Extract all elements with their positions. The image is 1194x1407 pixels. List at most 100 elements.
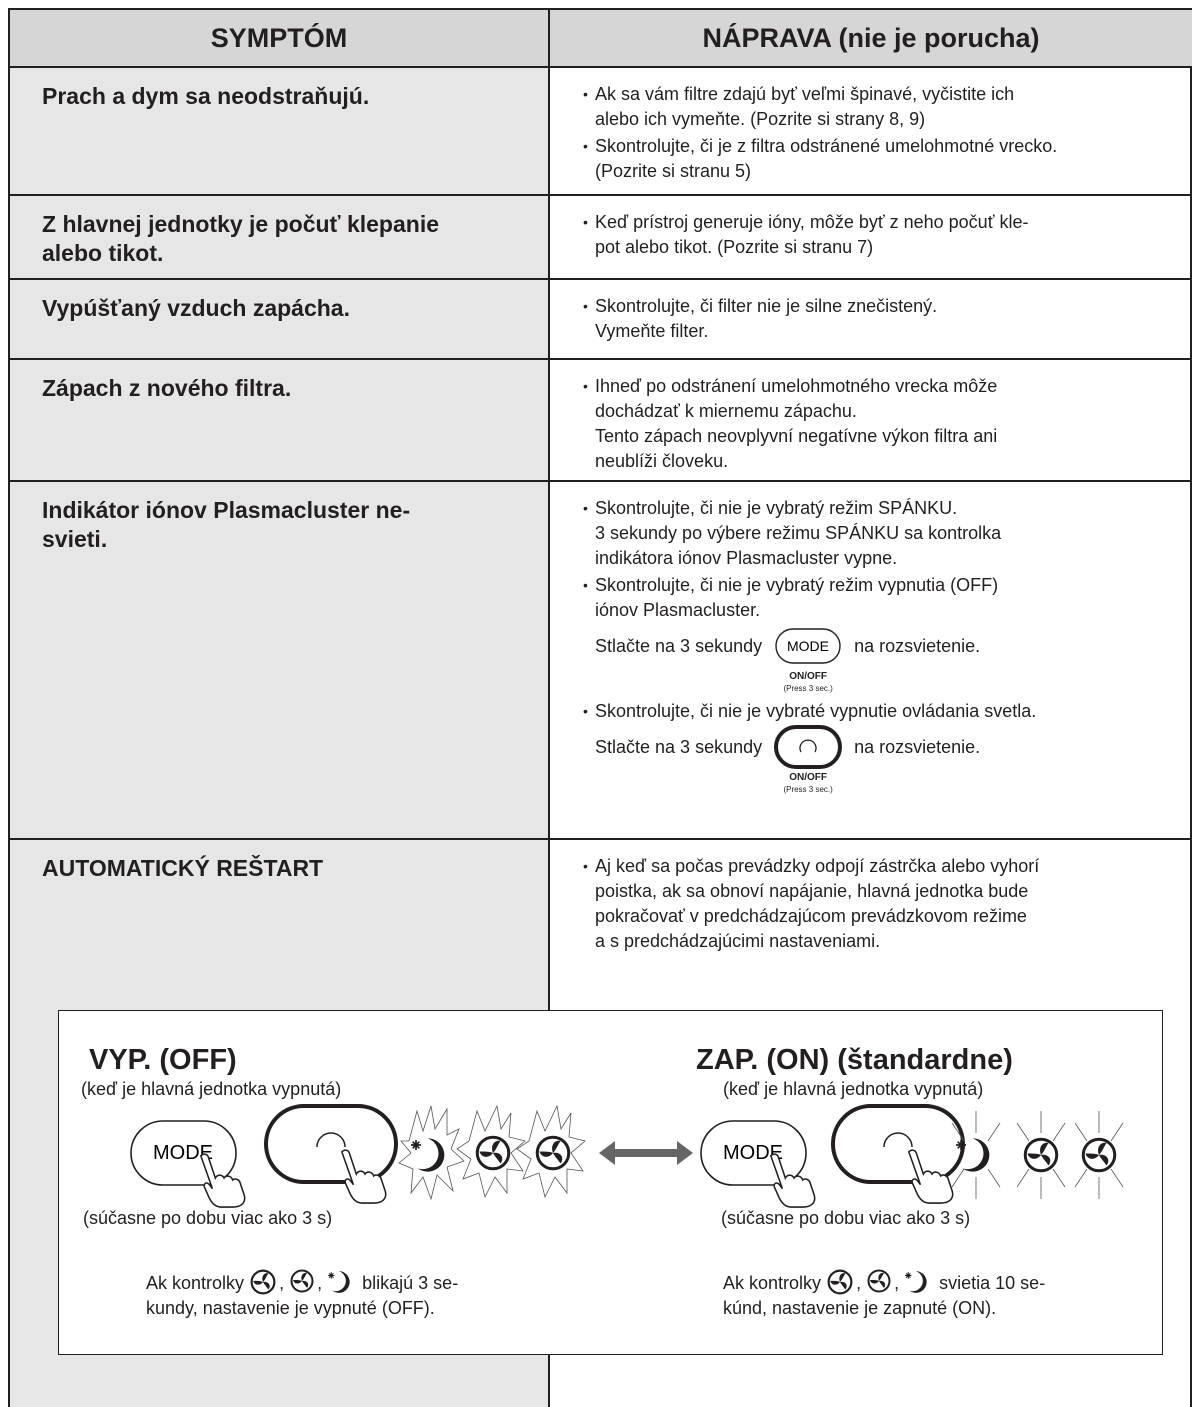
light-button (831, 1104, 965, 1184)
remedy-line: (Pozrite si stranu 5) (595, 161, 752, 181)
remedy-cell: Keď prístroj generuje ióny, môže byť z n… (550, 196, 1192, 280)
panel-caption: (súčasne po dobu viac ako 3 s) (721, 1208, 971, 1228)
button-note: (Press 3 sec.) (783, 785, 833, 794)
remedy-cell: Skontrolujte, či filter nie je silne zne… (550, 280, 1192, 360)
fan-icon (290, 1269, 314, 1293)
symptom-cell: Z hlavnej jednotky je počuť klepanie aleb… (10, 196, 550, 280)
on-buttons: MODE (700, 1104, 1124, 1208)
restart-panel: VYP. (OFF) (keď je hlavná jednotka vypnu… (58, 1010, 1163, 1355)
button-label: MODE (787, 638, 829, 654)
symptom-line: AUTOMATICKÝ REŠTART (42, 855, 324, 881)
panel-caption: (súčasne po dobu viac ako 3 s) (83, 1208, 333, 1228)
button-note: (Press 3 sec.) (783, 684, 833, 693)
text: Stlačte na 3 sekundy (595, 635, 763, 656)
text: Ak kontrolky (723, 1273, 822, 1293)
remedy-line: Vymeňte filter. (595, 321, 709, 341)
remedy-line: pot alebo tikot. (Pozrite si stranu 7) (595, 237, 874, 257)
arrow (599, 1141, 693, 1165)
panel-text-line: kúnd, nastavenie je zapnuté (ON). (723, 1298, 997, 1318)
panel-subtitle: (keď je hlavná jednotka vypnutá) (723, 1079, 984, 1099)
remedy-line: a s predchádzajúcimi nastaveniami. (595, 931, 881, 951)
remedy-item: Aj keď sa počas prevádzky odpojí zástrčk… (583, 854, 1182, 954)
separator: , (894, 1273, 900, 1293)
remedy-item: Skontrolujte, či nie je vybraté vypnutie… (583, 699, 1182, 794)
fan-icon (867, 1269, 891, 1293)
panel-title: VYP. (OFF) (89, 1044, 237, 1076)
remedy-line: Skontrolujte, či filter nie je silne zne… (595, 296, 938, 316)
remedy-cell: Aj keď sa počas prevádzky odpojí zástrčk… (550, 840, 1192, 1407)
remedy-item: Skontrolujte, či filter nie je silne zne… (583, 294, 1182, 344)
remedy-line: poistka, ak sa obnoví napájanie, hlavná … (595, 881, 1029, 901)
button-icon: ON/OFF (Press 3 sec.) (768, 724, 848, 794)
text: Ak kontrolky (146, 1273, 245, 1293)
moon-icon (905, 1270, 928, 1294)
button-icon: MODE ON/OFF (Press 3 sec.) (768, 623, 848, 693)
text: Stlačte na 3 sekundy (595, 736, 763, 757)
panel-text-line: Ak kontrolky , , blikajú 3 se- (146, 1269, 458, 1296)
moon-icon (328, 1270, 351, 1294)
remedy-line: iónov Plasmacluster. (595, 600, 761, 620)
panel-text: Ak kontrolky , , blikajú 3 se- kundy, na… (146, 1269, 458, 1321)
separator: , (856, 1273, 862, 1293)
text: na rozsvietenie. (854, 635, 981, 656)
light-button (774, 725, 843, 769)
remedy-cell: Skontrolujte, či nie je vybratý režim SP… (550, 482, 1192, 840)
remedy-line: alebo ich vymeňte. (Pozrite si strany 8,… (595, 109, 926, 129)
remedy-item: Skontrolujte, či nie je vybratý režim SP… (583, 496, 1182, 571)
remedy-line: Skontrolujte, či nie je vybraté vypnutie… (595, 701, 1037, 721)
separator: , (279, 1273, 285, 1293)
header-cell: SYMPTÓM (10, 10, 550, 68)
panel-subtitle: (keď je hlavná jednotka vypnutá) (81, 1079, 342, 1099)
remedy-line: Aj keď sa počas prevádzky odpojí zástrčk… (595, 856, 1040, 876)
separator: , (317, 1273, 323, 1293)
mode-button: MODE (775, 628, 841, 664)
button-caption: ON/OFF (789, 772, 827, 783)
button-caption: ON/OFF (789, 671, 827, 682)
remedy-item: Skontrolujte, či nie je vybratý režim vy… (583, 573, 1182, 693)
remedy-line: pokračovať v predchádzajúcom prevádzkovo… (595, 906, 1027, 926)
remedy-line: Skontrolujte, či je z filtra odstránené … (595, 136, 1058, 156)
remedy-cell: Ihneď po odstránení umelohmotného vrecka… (550, 360, 1192, 482)
header-cell: NÁPRAVA (nie je porucha) (550, 10, 1192, 68)
light-button (264, 1104, 398, 1184)
button-label: MODE (153, 1142, 213, 1164)
remedy-cell: Ak sa vám filtre zdajú byť veľmi špinavé… (550, 68, 1192, 196)
press-instruction: Stlačte na 3 sekundy ON/OFF (Press 3 sec.)… (595, 724, 1182, 794)
panel-text-line: kundy, nastavenie je vypnuté (OFF). (146, 1298, 435, 1318)
symptom-cell: Prach a dym sa neodstraňujú. (10, 68, 550, 196)
panel-text: Ak kontrolky , , svietia 10 se- kúnd, na… (723, 1269, 1045, 1321)
remedy-item: Skontrolujte, či je z filtra odstránené … (583, 134, 1182, 184)
symptom-cell: Vypúšťaný vzduch zapácha. (10, 280, 550, 360)
remedy-line: Keď prístroj generuje ióny, môže byť z n… (595, 212, 1029, 232)
remedy-line: Skontrolujte, či nie je vybratý režim SP… (595, 498, 958, 518)
remedy-line: Tento zápach neovplyvní negatívne výkon … (595, 426, 998, 446)
symptom-cell: Zápach z nového filtra. (10, 360, 550, 482)
text: na rozsvietenie. (854, 736, 981, 757)
symptom-cell: Indikátor iónov Plasmacluster ne-svieti. (10, 482, 550, 840)
symptom-line: Indikátor iónov Plasmacluster ne- (42, 497, 411, 523)
remedy-item: Ak sa vám filtre zdajú byť veľmi špinavé… (583, 82, 1182, 132)
table-frame (8, 8, 1192, 1407)
remedy-line: dochádzať k miernemu zápachu. (595, 401, 857, 421)
remedy-item: Ihneď po odstránení umelohmotného vrecka… (583, 374, 1182, 474)
remedy-line: Skontrolujte, či nie je vybratý režim vy… (595, 575, 999, 595)
text: svietia 10 se- (939, 1273, 1046, 1293)
remedy-line: neublíži človeku. (595, 451, 729, 471)
remedy-item: Keď prístroj generuje ióny, môže byť z n… (583, 210, 1182, 260)
symptom-line: Z hlavnej jednotky je počuť klepanie (42, 211, 440, 237)
fan-icon (250, 1269, 276, 1295)
panel-title: ZAP. (ON) (štandardne) (696, 1044, 1013, 1076)
press-instruction: Stlačte na 3 sekundy MODE ON/OFF (Press 3 s… (595, 623, 1182, 693)
symptom-line: Vypúšťaný vzduch zapácha. (42, 295, 350, 321)
off-buttons: MODE (130, 1104, 586, 1208)
symptom-line: svieti. (42, 526, 108, 552)
remedy-line: Ihneď po odstránení umelohmotného vrecka… (595, 376, 998, 396)
panel-illustration: MODE MODE (130, 1104, 1124, 1208)
symptom-line: alebo tikot. (42, 240, 164, 266)
remedy-line: indikátora iónov Plasmacluster vypne. (595, 548, 898, 568)
button-label: MODE (723, 1142, 783, 1164)
symptom-line: Prach a dym sa neodstraňujú. (42, 83, 370, 109)
remedy-line: 3 sekundy po výbere režimu SPÁNKU sa kon… (595, 523, 1002, 543)
symptom-line: Zápach z nového filtra. (42, 375, 292, 401)
